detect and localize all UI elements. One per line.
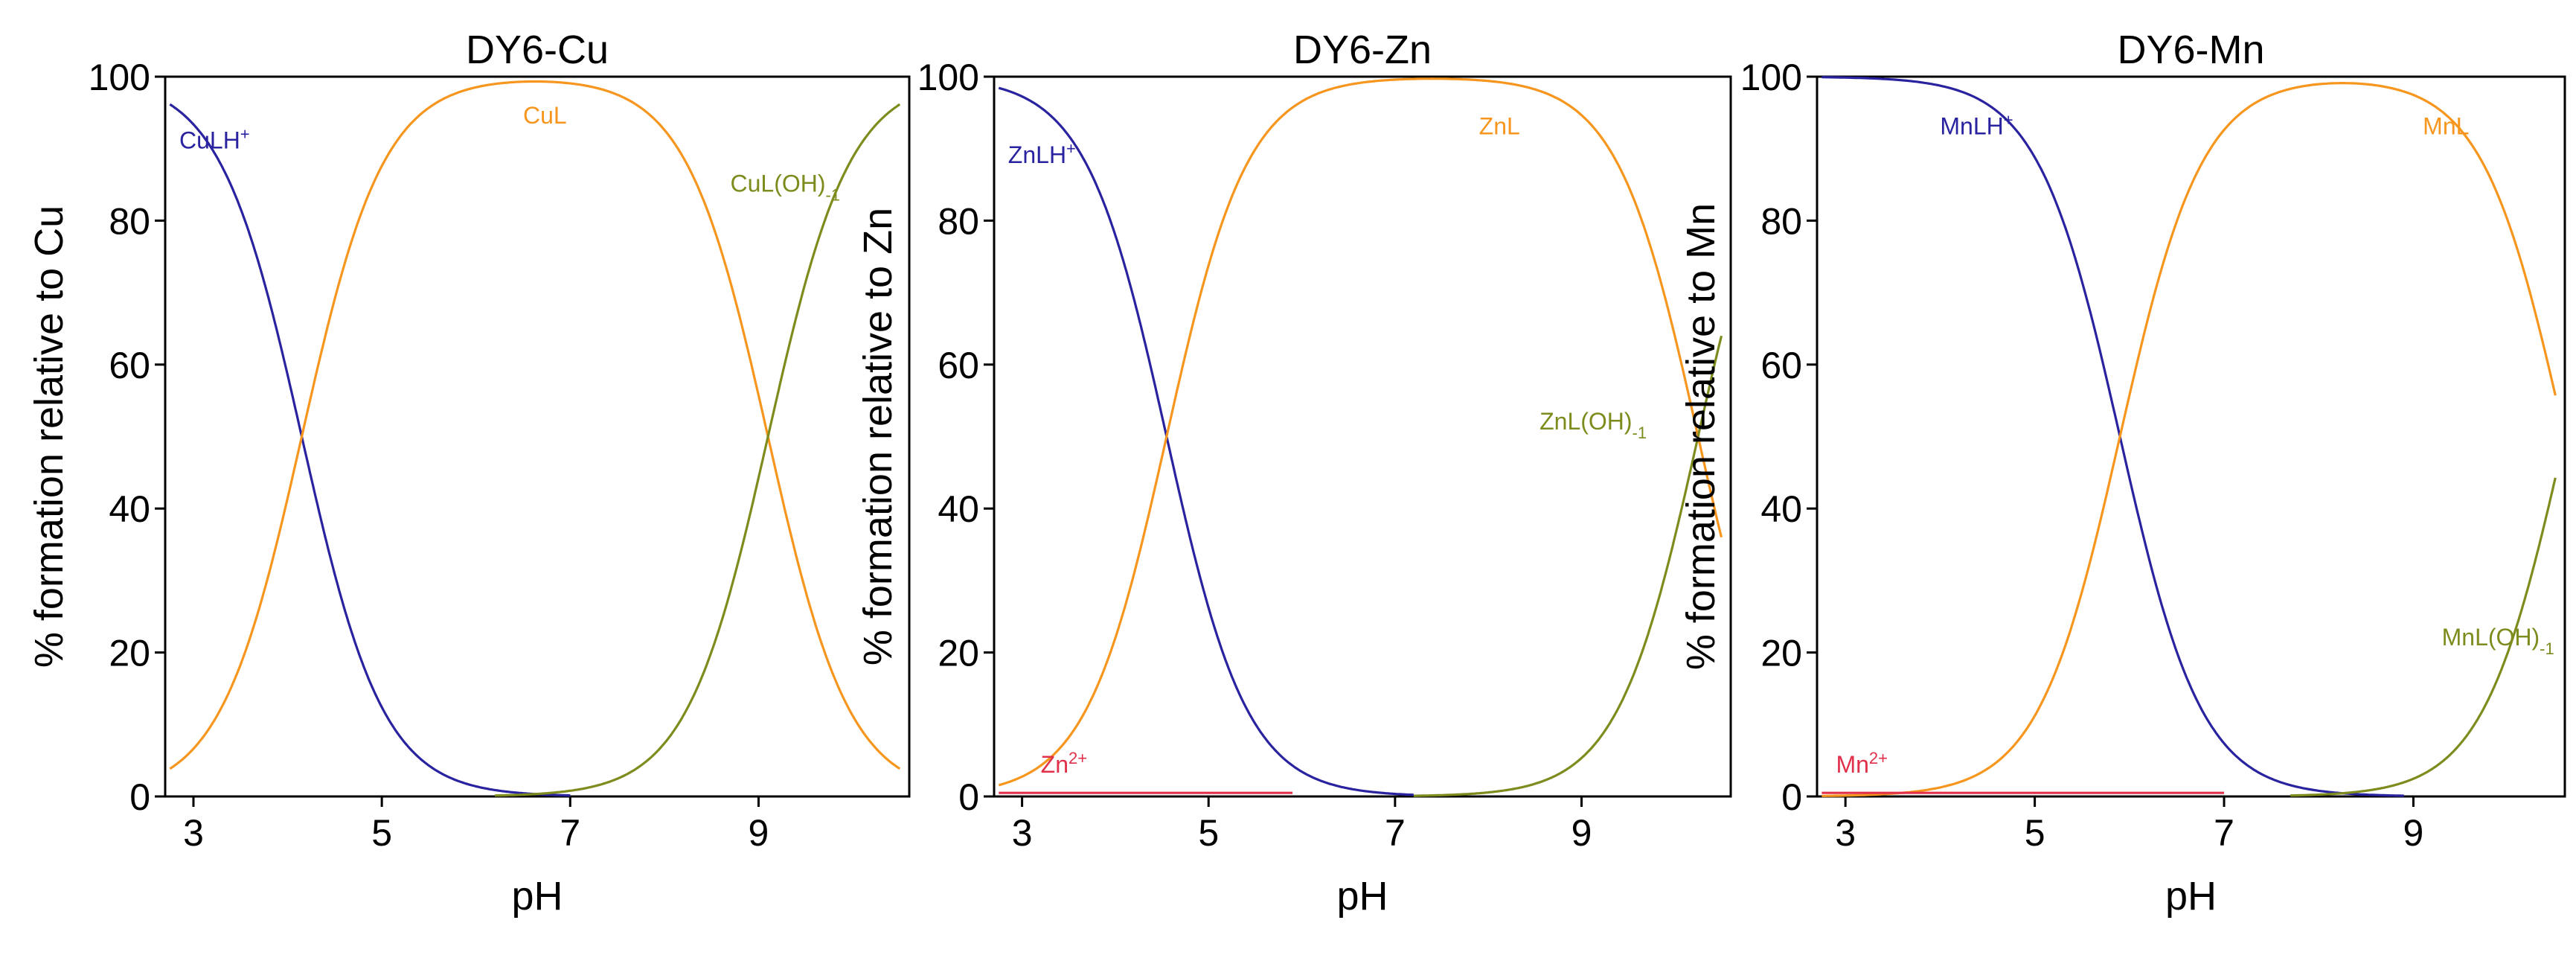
series-label-main: MnL(OH) [2442, 624, 2540, 651]
series-label-main: MnLH [1940, 112, 2003, 139]
y-tick-label: 80 [938, 200, 979, 242]
series-label: MnL(OH)-1 [2442, 624, 2554, 658]
y-tick-label: 60 [1760, 345, 1802, 386]
series-line-mnlh- [1822, 76, 2404, 797]
y-tick-label: 0 [1781, 776, 1802, 818]
x-axis-label: pH [2165, 874, 2217, 919]
plot-frame [164, 75, 911, 798]
x-tick-label: 7 [560, 812, 580, 854]
y-tick-label: 40 [1760, 488, 1802, 530]
y-tick-label: 20 [1760, 633, 1802, 674]
chart-title: DY6-Zn [1293, 28, 1432, 72]
series-label-main: Zn [1041, 751, 1068, 778]
x-axis-label: pH [1336, 874, 1388, 919]
series-label-main: ZnL(OH) [1539, 408, 1632, 435]
x-tick-label: 9 [749, 812, 769, 854]
x-tick-label: 5 [371, 812, 392, 854]
y-tick-label: 60 [938, 345, 979, 386]
y-tick-label: 80 [109, 200, 150, 242]
y-axis-label: % formation relative to Mn [1679, 203, 1723, 670]
y-tick-label: 100 [89, 57, 150, 98]
series-label-main: CuL [523, 102, 567, 129]
series-line-znlh- [998, 86, 1414, 796]
x-tick-label: 7 [2214, 812, 2234, 854]
series-label: CuLH+ [179, 125, 250, 154]
series-label-subscript: -1 [826, 186, 841, 205]
series-label: MnLH+ [1940, 110, 2013, 139]
chart-title: DY6-Cu [466, 28, 609, 72]
plot-frame [1816, 75, 2566, 798]
series-line-cul-oh-1 [494, 103, 901, 797]
series-label-main: Mn [1836, 751, 1868, 778]
plot-frame [993, 75, 1732, 798]
y-tick-label: 100 [1740, 57, 1802, 98]
chart-panel-1: DY6-Cu 3 5 7 9 0 20 40 60 80 100 pH % formation rela… [27, 28, 911, 919]
series-label: Mn2+ [1836, 749, 1888, 778]
chart-panel-2: DY6-Zn 3 5 7 9 0 20 40 60 80 100 pH % formation rela… [856, 28, 1732, 919]
y-tick-label: 0 [958, 776, 979, 818]
x-tick-label: 5 [2025, 812, 2045, 854]
y-tick-label: 60 [109, 345, 150, 386]
series-label: CuL(OH)-1 [730, 170, 840, 205]
series-label: ZnL [1479, 112, 1520, 139]
x-tick-label: 7 [1385, 812, 1406, 854]
chart-panel-3: DY6-Mn 3 5 7 9 0 20 40 60 80 100 pH % formation rela… [1679, 28, 2566, 919]
series-label-main: ZnLH [1008, 141, 1066, 168]
series-label: MnL [2423, 112, 2469, 139]
series-label: ZnLH+ [1008, 139, 1076, 168]
series-label: Zn2+ [1041, 749, 1087, 778]
series-label-superscript: 2+ [1869, 749, 1888, 767]
series-label-main: CuL(OH) [730, 170, 825, 197]
chart-title: DY6-Mn [2117, 28, 2264, 72]
series-line-znl [998, 77, 1723, 787]
series-line-znl-oh-1 [1413, 335, 1723, 797]
y-axis-label: % formation relative to Cu [27, 205, 71, 668]
series-line-mnl [1822, 82, 2557, 797]
x-axis-label: pH [511, 874, 563, 919]
y-tick-label: 80 [1760, 200, 1802, 242]
y-axis-label: % formation relative to Zn [856, 208, 900, 665]
series-label: CuL [523, 102, 567, 129]
series-label-subscript: -1 [1633, 424, 1647, 442]
series-line-culh- [169, 103, 571, 797]
series-label-superscript: + [2004, 110, 2013, 129]
series-label-subscript: -1 [2540, 639, 2554, 658]
series-label-superscript: + [1066, 139, 1076, 158]
series-label-main: ZnL [1479, 112, 1520, 139]
y-tick-label: 40 [938, 488, 979, 530]
series-label: ZnL(OH)-1 [1539, 408, 1647, 442]
series-line-cul [169, 80, 901, 770]
series-label-main: MnL [2423, 112, 2469, 139]
y-tick-label: 20 [109, 633, 150, 674]
x-tick-label: 9 [2403, 812, 2424, 854]
x-tick-label: 3 [183, 812, 204, 854]
x-tick-label: 3 [1012, 812, 1033, 854]
x-tick-label: 9 [1571, 812, 1592, 854]
y-tick-label: 0 [129, 776, 150, 818]
y-tick-label: 40 [109, 488, 150, 530]
series-label-main: CuLH [179, 127, 240, 154]
x-tick-label: 5 [1198, 812, 1219, 854]
series-label-superscript: + [240, 125, 250, 144]
y-tick-label: 100 [917, 57, 979, 98]
series-line-mnl-oh-1 [2290, 477, 2557, 797]
x-tick-label: 3 [1835, 812, 1856, 854]
y-tick-label: 20 [938, 633, 979, 674]
series-label-superscript: 2+ [1068, 749, 1087, 767]
